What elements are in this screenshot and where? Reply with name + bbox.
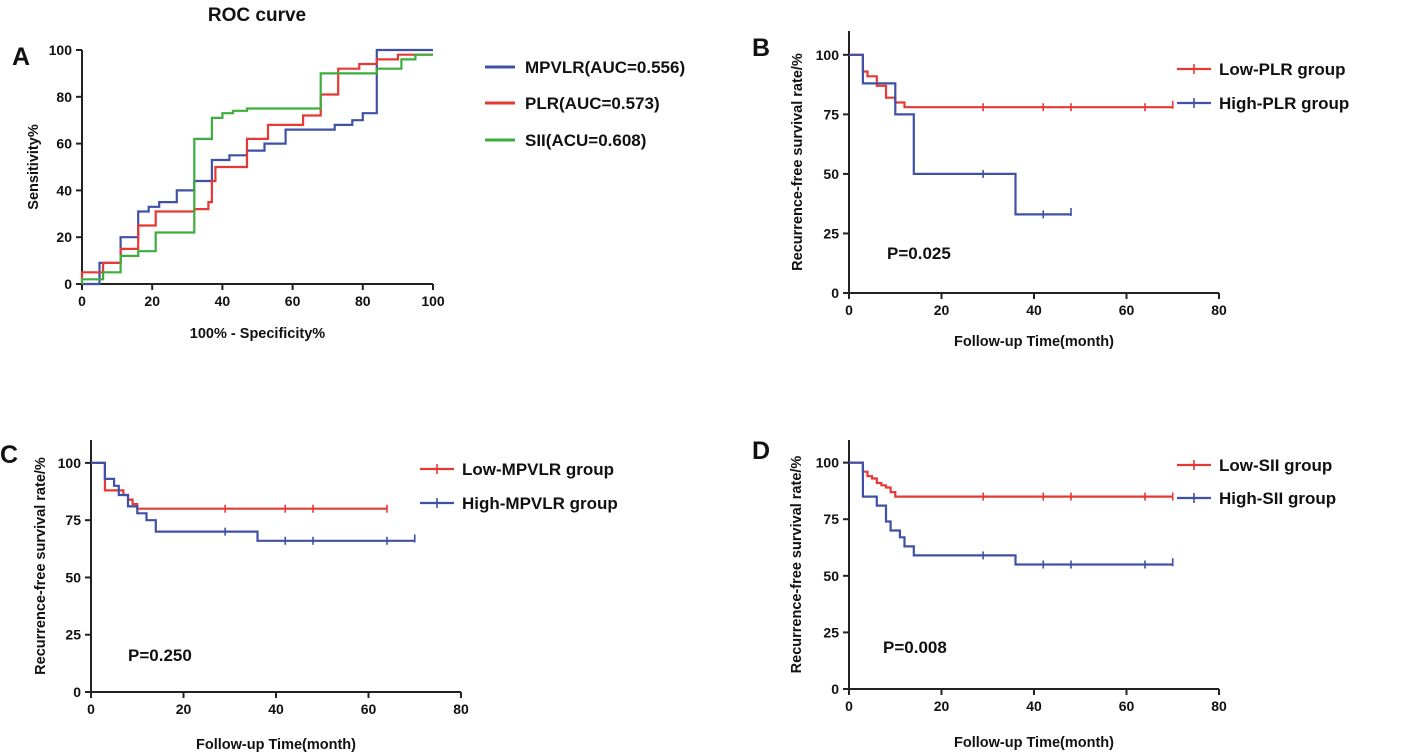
y-tick-label: 50	[65, 569, 81, 585]
y-tick-label: 100	[816, 47, 840, 63]
x-tick-label: 20	[934, 698, 950, 714]
x-tick-label: 40	[268, 701, 284, 717]
y-tick-label: 25	[823, 225, 839, 241]
y-tick-label: 100	[49, 42, 73, 58]
x-axis-label: Follow-up Time(month)	[196, 737, 356, 753]
series-line-high-mpvlr-group	[91, 461, 415, 542]
x-tick-label: 60	[1119, 698, 1135, 714]
series-line-low-mpvlr-group	[91, 461, 387, 510]
x-tick-label: 80	[453, 701, 469, 717]
y-axis-label: Recurrence-free survival rate/%	[33, 457, 49, 675]
series-line-high-plr-group	[849, 53, 1071, 216]
series-line-low-sii-group	[849, 461, 1173, 498]
x-tick-label: 40	[215, 293, 231, 309]
y-axis-label: Sensitivity%	[26, 124, 42, 210]
y-tick-label: 100	[58, 455, 82, 471]
y-tick-label: 25	[65, 627, 81, 643]
panel-label-d: D	[752, 437, 770, 465]
panel-label-a: A	[12, 43, 30, 71]
x-tick-label: 20	[144, 293, 160, 309]
y-tick-label: 75	[65, 512, 81, 528]
legend-label-high-plr-group: High-PLR group	[1219, 94, 1349, 113]
x-tick-label: 0	[78, 293, 86, 309]
series-line-sii-acu-0-608	[80, 53, 433, 284]
x-axis-label: Follow-up Time(month)	[954, 735, 1114, 751]
legend-label-low-mpvlr-group: Low-MPVLR group	[462, 460, 614, 479]
legend-label-mpvlr-auc-0-556: MPVLR(AUC=0.556)	[525, 58, 685, 77]
y-axis-label: Recurrence-free survival rate/%	[790, 53, 806, 271]
y-tick-label: 0	[831, 285, 839, 301]
y-tick-label: 25	[823, 624, 839, 640]
x-axis-label: 100% - Specificity%	[190, 326, 325, 342]
y-tick-label: 40	[56, 182, 72, 198]
y-tick-label: 0	[73, 684, 81, 700]
legend-label-low-plr-group: Low-PLR group	[1219, 60, 1346, 79]
y-tick-label: 0	[64, 276, 72, 292]
x-tick-label: 60	[361, 701, 377, 717]
panel-label-c: C	[0, 441, 18, 469]
x-tick-label: 0	[845, 302, 853, 318]
p-value-annotation: P=0.250	[128, 646, 192, 665]
chart-title: ROC curve	[208, 5, 306, 26]
x-tick-label: 80	[355, 293, 371, 309]
x-tick-label: 0	[87, 701, 95, 717]
panel-label-b: B	[752, 34, 770, 62]
legend-label-low-sii-group: Low-SII group	[1219, 456, 1332, 475]
panel-b: B 0 20 40 60 80 0 25 50 75 100 Follow-up Time(month…	[752, 31, 1349, 350]
y-tick-label: 80	[56, 89, 72, 105]
p-value-annotation: P=0.008	[883, 638, 947, 657]
x-axis-label: Follow-up Time(month)	[954, 334, 1114, 350]
x-tick-label: 60	[1119, 302, 1135, 318]
y-tick-label: 50	[823, 568, 839, 584]
legend-label-high-sii-group: High-SII group	[1219, 489, 1336, 508]
x-tick-label: 20	[176, 701, 192, 717]
y-tick-label: 75	[823, 106, 839, 122]
series-line-low-plr-group	[849, 53, 1173, 109]
y-axis-label: Recurrence-free survival rate/%	[789, 456, 805, 674]
panel-c: C 0 20 40 60 80 0 25 50 75 100 Follow-up Time(month…	[0, 440, 618, 753]
y-tick-label: 20	[56, 229, 72, 245]
series-line-mpvlr-auc-0-556	[82, 48, 433, 286]
x-tick-label: 80	[1211, 302, 1227, 318]
y-tick-label: 75	[823, 511, 839, 527]
legend-label-sii-acu-0-608: SII(ACU=0.608)	[525, 131, 646, 150]
x-tick-label: 20	[934, 302, 950, 318]
legend-label-plr-auc-0-573: PLR(AUC=0.573)	[525, 94, 660, 113]
panel-d: D 0 20 40 60 80 0 25 50 75 100 Follow-up Time(month…	[752, 437, 1336, 751]
x-tick-label: 100	[421, 293, 445, 309]
series-line-plr-auc-0-573	[80, 53, 433, 284]
p-value-annotation: P=0.025	[887, 244, 951, 263]
x-tick-label: 80	[1211, 698, 1227, 714]
x-tick-label: 0	[845, 698, 853, 714]
y-tick-label: 0	[831, 681, 839, 697]
panel-a: A ROC curve 0 20 40 60 80 100 0 20 40 60 80 100 100% -…	[12, 5, 685, 342]
y-tick-label: 100	[816, 455, 840, 471]
x-tick-label: 40	[1026, 302, 1042, 318]
y-tick-label: 50	[823, 166, 839, 182]
x-tick-label: 60	[285, 293, 301, 309]
x-tick-label: 40	[1026, 698, 1042, 714]
series-line-high-sii-group	[849, 461, 1173, 566]
y-tick-label: 60	[56, 136, 72, 152]
legend-label-high-mpvlr-group: High-MPVLR group	[462, 494, 618, 513]
